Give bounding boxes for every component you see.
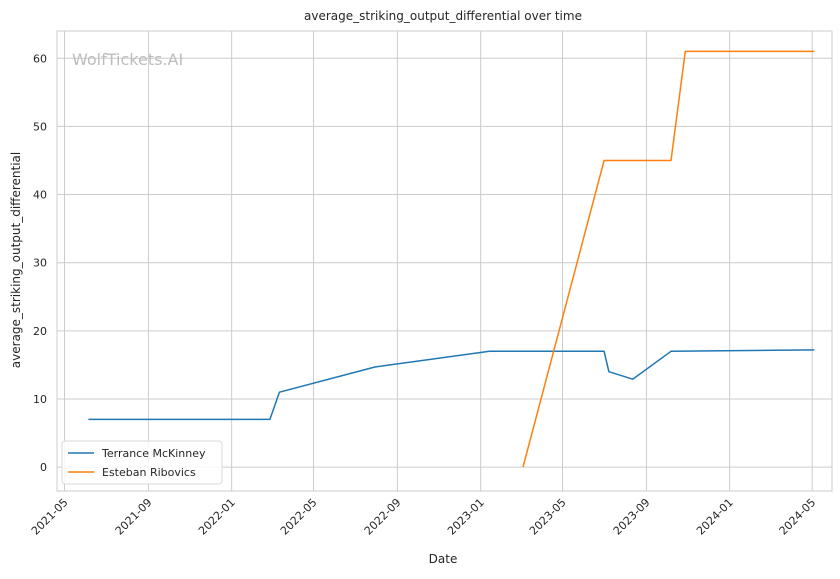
x-tick-label: 2022-01 (196, 496, 238, 538)
series-layer (88, 50, 815, 468)
plot-area (56, 30, 833, 492)
series-line-2 (522, 50, 815, 468)
legend-label-1: Terrance McKinney (101, 447, 206, 460)
legend: Terrance McKinney Esteban Ribovics (61, 440, 223, 485)
y-axis-label: average_striking_output_differential (9, 152, 23, 368)
x-tick-label: 2021-05 (29, 496, 71, 538)
series-line-1 (88, 349, 815, 421)
x-axis-label: Date (429, 552, 458, 566)
x-tick-label: 2021-09 (113, 496, 155, 538)
y-tick-label: 50 (33, 120, 47, 133)
y-tick-label: 0 (40, 461, 47, 474)
x-tick-label: 2024-01 (694, 496, 736, 538)
y-tick-label: 40 (33, 189, 47, 202)
legend-label-2: Esteban Ribovics (102, 466, 196, 479)
y-tick-label: 10 (33, 393, 47, 406)
watermark: WolfTickets.AI (72, 50, 183, 69)
grid (57, 31, 832, 491)
x-tick-label: 2023-09 (611, 496, 653, 538)
chart-title: average_striking_output_differential ove… (304, 9, 582, 23)
x-tick-label: 2023-01 (445, 496, 487, 538)
legend-box (61, 440, 223, 485)
x-tick-label: 2024-05 (777, 496, 819, 538)
y-tick-label: 60 (33, 52, 47, 65)
x-tick-label: 2022-09 (362, 496, 404, 538)
x-tick-label: 2022-05 (278, 496, 320, 538)
y-tick-label: 20 (33, 325, 47, 338)
y-tick-label: 30 (33, 257, 47, 270)
x-tick-label: 2023-05 (527, 496, 569, 538)
